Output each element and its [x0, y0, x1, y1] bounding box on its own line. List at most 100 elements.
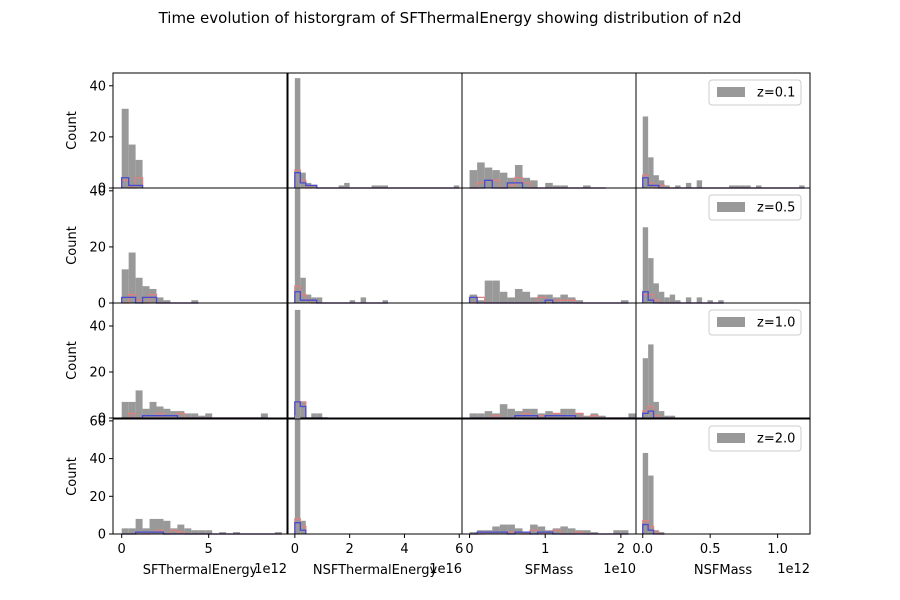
axes-frame	[635, 302, 811, 419]
axes-frame	[461, 418, 637, 535]
histogram-bar	[537, 294, 546, 303]
histogram-bar	[648, 475, 654, 534]
histogram-bar	[184, 528, 192, 534]
axes-frame	[287, 302, 463, 419]
histogram-bar	[311, 185, 317, 188]
histogram-bar	[371, 185, 378, 188]
histogram-bar	[177, 524, 185, 534]
histogram-bar	[191, 413, 199, 418]
legend-swatch	[717, 202, 745, 212]
histogram-bar	[316, 297, 323, 303]
histogram-bar	[613, 530, 621, 534]
histogram-bar	[191, 530, 199, 534]
x-tick-label: 2	[617, 542, 625, 557]
x-axis-label: NSFThermalEnergy	[313, 563, 438, 578]
histogram-bar	[149, 401, 157, 418]
histogram-bar	[685, 297, 692, 303]
histogram-bar	[382, 185, 389, 188]
histogram-bar	[567, 528, 576, 534]
histogram-bar	[233, 532, 241, 534]
histogram-bar	[163, 300, 171, 303]
histogram-bar	[205, 413, 213, 418]
histogram-bar	[377, 185, 383, 188]
histogram-bar	[198, 415, 206, 418]
histogram-bar	[499, 524, 508, 534]
y-tick-label: 20	[89, 490, 106, 505]
histogram-bar	[205, 530, 213, 534]
histogram-bar	[492, 170, 500, 188]
histogram-bar	[484, 167, 493, 188]
histogram-bar	[142, 528, 150, 534]
legend-box	[708, 79, 802, 106]
x-axis-offset-text: 1e12	[777, 562, 810, 577]
histogram-bar	[499, 291, 508, 303]
histogram-bar	[499, 172, 508, 188]
histogram-bar	[653, 283, 659, 303]
histogram-bar	[583, 530, 591, 534]
histogram-bar	[507, 297, 515, 303]
histogram-bar	[522, 291, 531, 303]
histogram-bar	[260, 413, 268, 418]
axes-frame	[112, 302, 288, 419]
histogram-bar	[311, 413, 317, 418]
histogram-bar	[156, 297, 164, 303]
histogram-bar	[156, 518, 164, 534]
histogram-bar	[149, 288, 157, 303]
histogram-bar	[756, 185, 762, 188]
x-axis-offset-text: 1e12	[254, 562, 287, 577]
legend-box	[708, 425, 802, 452]
legend-label: z=0.1	[757, 86, 795, 101]
y-axis-label: Count	[65, 111, 80, 150]
histogram-bar	[530, 297, 538, 303]
histogram-bar	[658, 532, 665, 534]
histogram-bar	[530, 180, 538, 188]
histogram-bar	[642, 116, 649, 188]
legend-label: z=2.0	[757, 432, 795, 447]
histogram-bar	[484, 411, 493, 418]
histogram-bar	[477, 300, 485, 303]
histogram-bar	[121, 401, 129, 418]
histogram-bar	[170, 411, 178, 418]
histogram-bar	[316, 413, 323, 418]
x-tick-label: 2	[346, 542, 354, 557]
histogram-bar	[499, 404, 508, 418]
y-tick-label: 0	[98, 297, 106, 312]
histogram-bar	[653, 401, 659, 418]
histogram-bar	[664, 297, 670, 303]
histogram-bar	[658, 291, 665, 303]
histogram-bar	[128, 144, 136, 188]
histogram-bar	[642, 452, 649, 534]
histogram-bar	[300, 277, 306, 303]
histogram-bar	[382, 300, 389, 303]
histogram-bar	[583, 415, 591, 418]
legend-swatch	[717, 433, 745, 443]
axes-frame	[287, 418, 463, 535]
x-axis-offset-text: 1e16	[429, 562, 462, 577]
x-tick-label: 1.0	[767, 542, 788, 557]
histogram-bar	[469, 532, 478, 534]
histogram-bar	[294, 78, 301, 188]
histogram-bar	[163, 408, 171, 418]
histogram-bar	[507, 524, 515, 534]
axes-frame	[112, 418, 288, 535]
y-axis-label: Count	[65, 457, 80, 496]
histogram-bar	[734, 185, 740, 188]
histogram-bar	[530, 524, 538, 534]
blue-step-line	[121, 177, 144, 188]
histogram-bar	[170, 528, 178, 534]
histogram-bar	[522, 532, 531, 534]
histogram-bar	[300, 401, 306, 418]
histogram-bar	[669, 294, 676, 303]
histogram-bar	[507, 408, 515, 418]
histogram-bar	[274, 532, 282, 534]
x-tick-label: 1	[541, 542, 549, 557]
histogram-bar	[121, 269, 129, 303]
y-tick-label: 40	[89, 79, 106, 94]
histogram-bar	[142, 286, 150, 303]
y-tick-label: 40	[89, 452, 106, 467]
histogram-bar	[156, 406, 164, 418]
x-tick-label: 6	[455, 542, 463, 557]
histogram-bar	[799, 185, 805, 188]
legend-box	[708, 309, 802, 336]
